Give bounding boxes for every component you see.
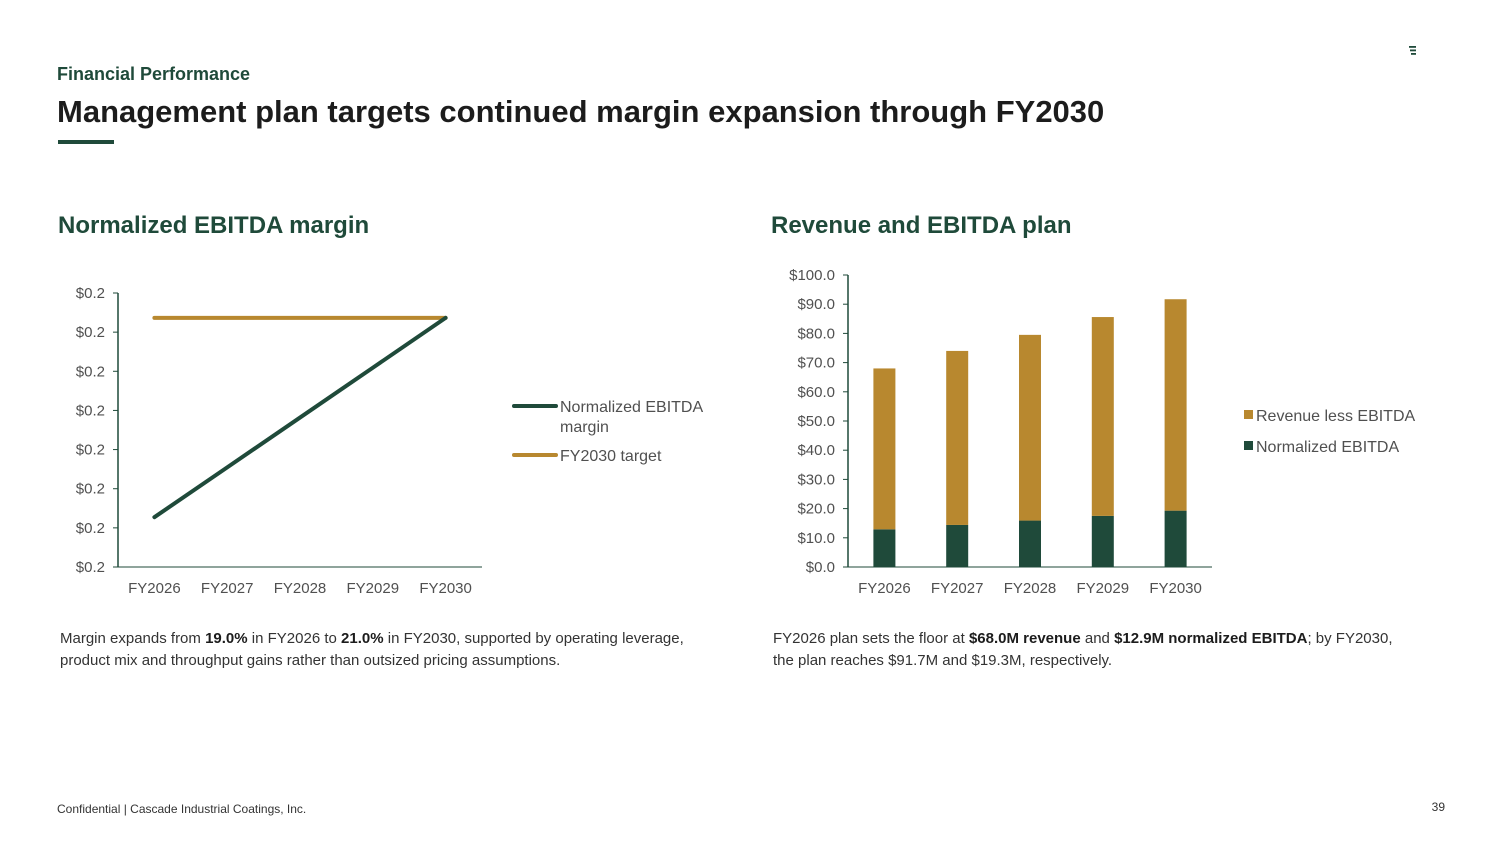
x-tick-label: FY2026: [128, 580, 181, 597]
y-tick-label: $30.0: [797, 471, 835, 488]
y-tick-label: $10.0: [797, 530, 835, 547]
section-label: Financial Performance: [57, 64, 251, 84]
x-tick-label: FY2028: [1004, 580, 1057, 597]
bar-revenue-less-ebitda: [1019, 334, 1041, 521]
bar-normalized-ebitda: [1019, 520, 1041, 567]
y-tick-label: $0.2: [76, 285, 105, 302]
bar-normalized-ebitda: [1164, 510, 1187, 567]
margin-chart-heading: Normalized EBITDA margin: [58, 212, 370, 239]
y-tick-label: $0.2: [76, 442, 105, 459]
logo-icon: [1409, 46, 1416, 55]
bar-normalized-ebitda: [873, 529, 896, 567]
x-tick-label: FY2028: [274, 580, 327, 597]
x-tick-label: FY2027: [931, 580, 984, 597]
y-tick-label: $40.0: [797, 442, 835, 459]
page-title: Management plan targets continued margin…: [57, 94, 1105, 129]
y-tick-label: $0.2: [76, 520, 105, 537]
legend-label-fy2030-target: FY2030 target: [560, 448, 662, 465]
bar-revenue-less-ebitda: [1164, 299, 1187, 511]
revenue-chart-heading: Revenue and EBITDA plan: [771, 212, 1072, 239]
series-line-normalized-ebitda-margin: [152, 315, 448, 520]
margin-chart-caption: Margin expands from 19.0% in FY2026 to 2…: [60, 630, 684, 669]
legend-swatch-revenue-less-ebitda: [1244, 410, 1253, 419]
y-tick-label: $0.2: [76, 481, 105, 498]
footer-confidential: Confidential | Cascade Industrial Coatin…: [57, 802, 307, 816]
y-tick-label: $0.0: [806, 559, 835, 576]
bar-normalized-ebitda: [946, 524, 969, 567]
bar-normalized-ebitda: [1091, 515, 1114, 567]
legend-label-normalized-ebitda-margin: Normalized EBITDA margin: [560, 399, 703, 436]
x-tick-label: FY2026: [858, 580, 911, 597]
page-number: 39: [1431, 800, 1445, 814]
y-tick-label: $0.2: [76, 559, 105, 576]
x-tick-label: FY2030: [1149, 580, 1202, 597]
y-tick-label: $70.0: [797, 355, 835, 372]
y-tick-label: $90.0: [797, 296, 835, 313]
company-logo: [1408, 44, 1442, 58]
revenue-chart-caption: FY2026 plan sets the floor at $68.0M rev…: [773, 630, 1393, 669]
x-tick-label: FY2029: [347, 580, 400, 597]
x-tick-label: FY2030: [419, 580, 472, 597]
bar-revenue-less-ebitda: [946, 350, 969, 525]
legend-label-revenue-less-ebitda: Revenue less EBITDA: [1256, 408, 1416, 425]
legend-swatch-normalized-ebitda: [1244, 441, 1253, 450]
y-tick-label: $0.2: [76, 324, 105, 341]
y-tick-label: $0.2: [76, 363, 105, 380]
bar-revenue-less-ebitda: [1091, 317, 1114, 516]
legend-label-normalized-ebitda: Normalized EBITDA: [1256, 439, 1399, 456]
x-tick-label: FY2027: [201, 580, 254, 597]
y-tick-label: $50.0: [797, 413, 835, 430]
y-tick-label: $80.0: [797, 325, 835, 342]
title-underline: [58, 140, 114, 144]
bar-revenue-less-ebitda: [873, 368, 896, 530]
y-tick-label: $20.0: [797, 501, 835, 518]
y-tick-label: $0.2: [76, 402, 105, 419]
y-tick-label: $60.0: [797, 384, 835, 401]
y-tick-label: $100.0: [789, 267, 835, 284]
x-tick-label: FY2029: [1077, 580, 1130, 597]
